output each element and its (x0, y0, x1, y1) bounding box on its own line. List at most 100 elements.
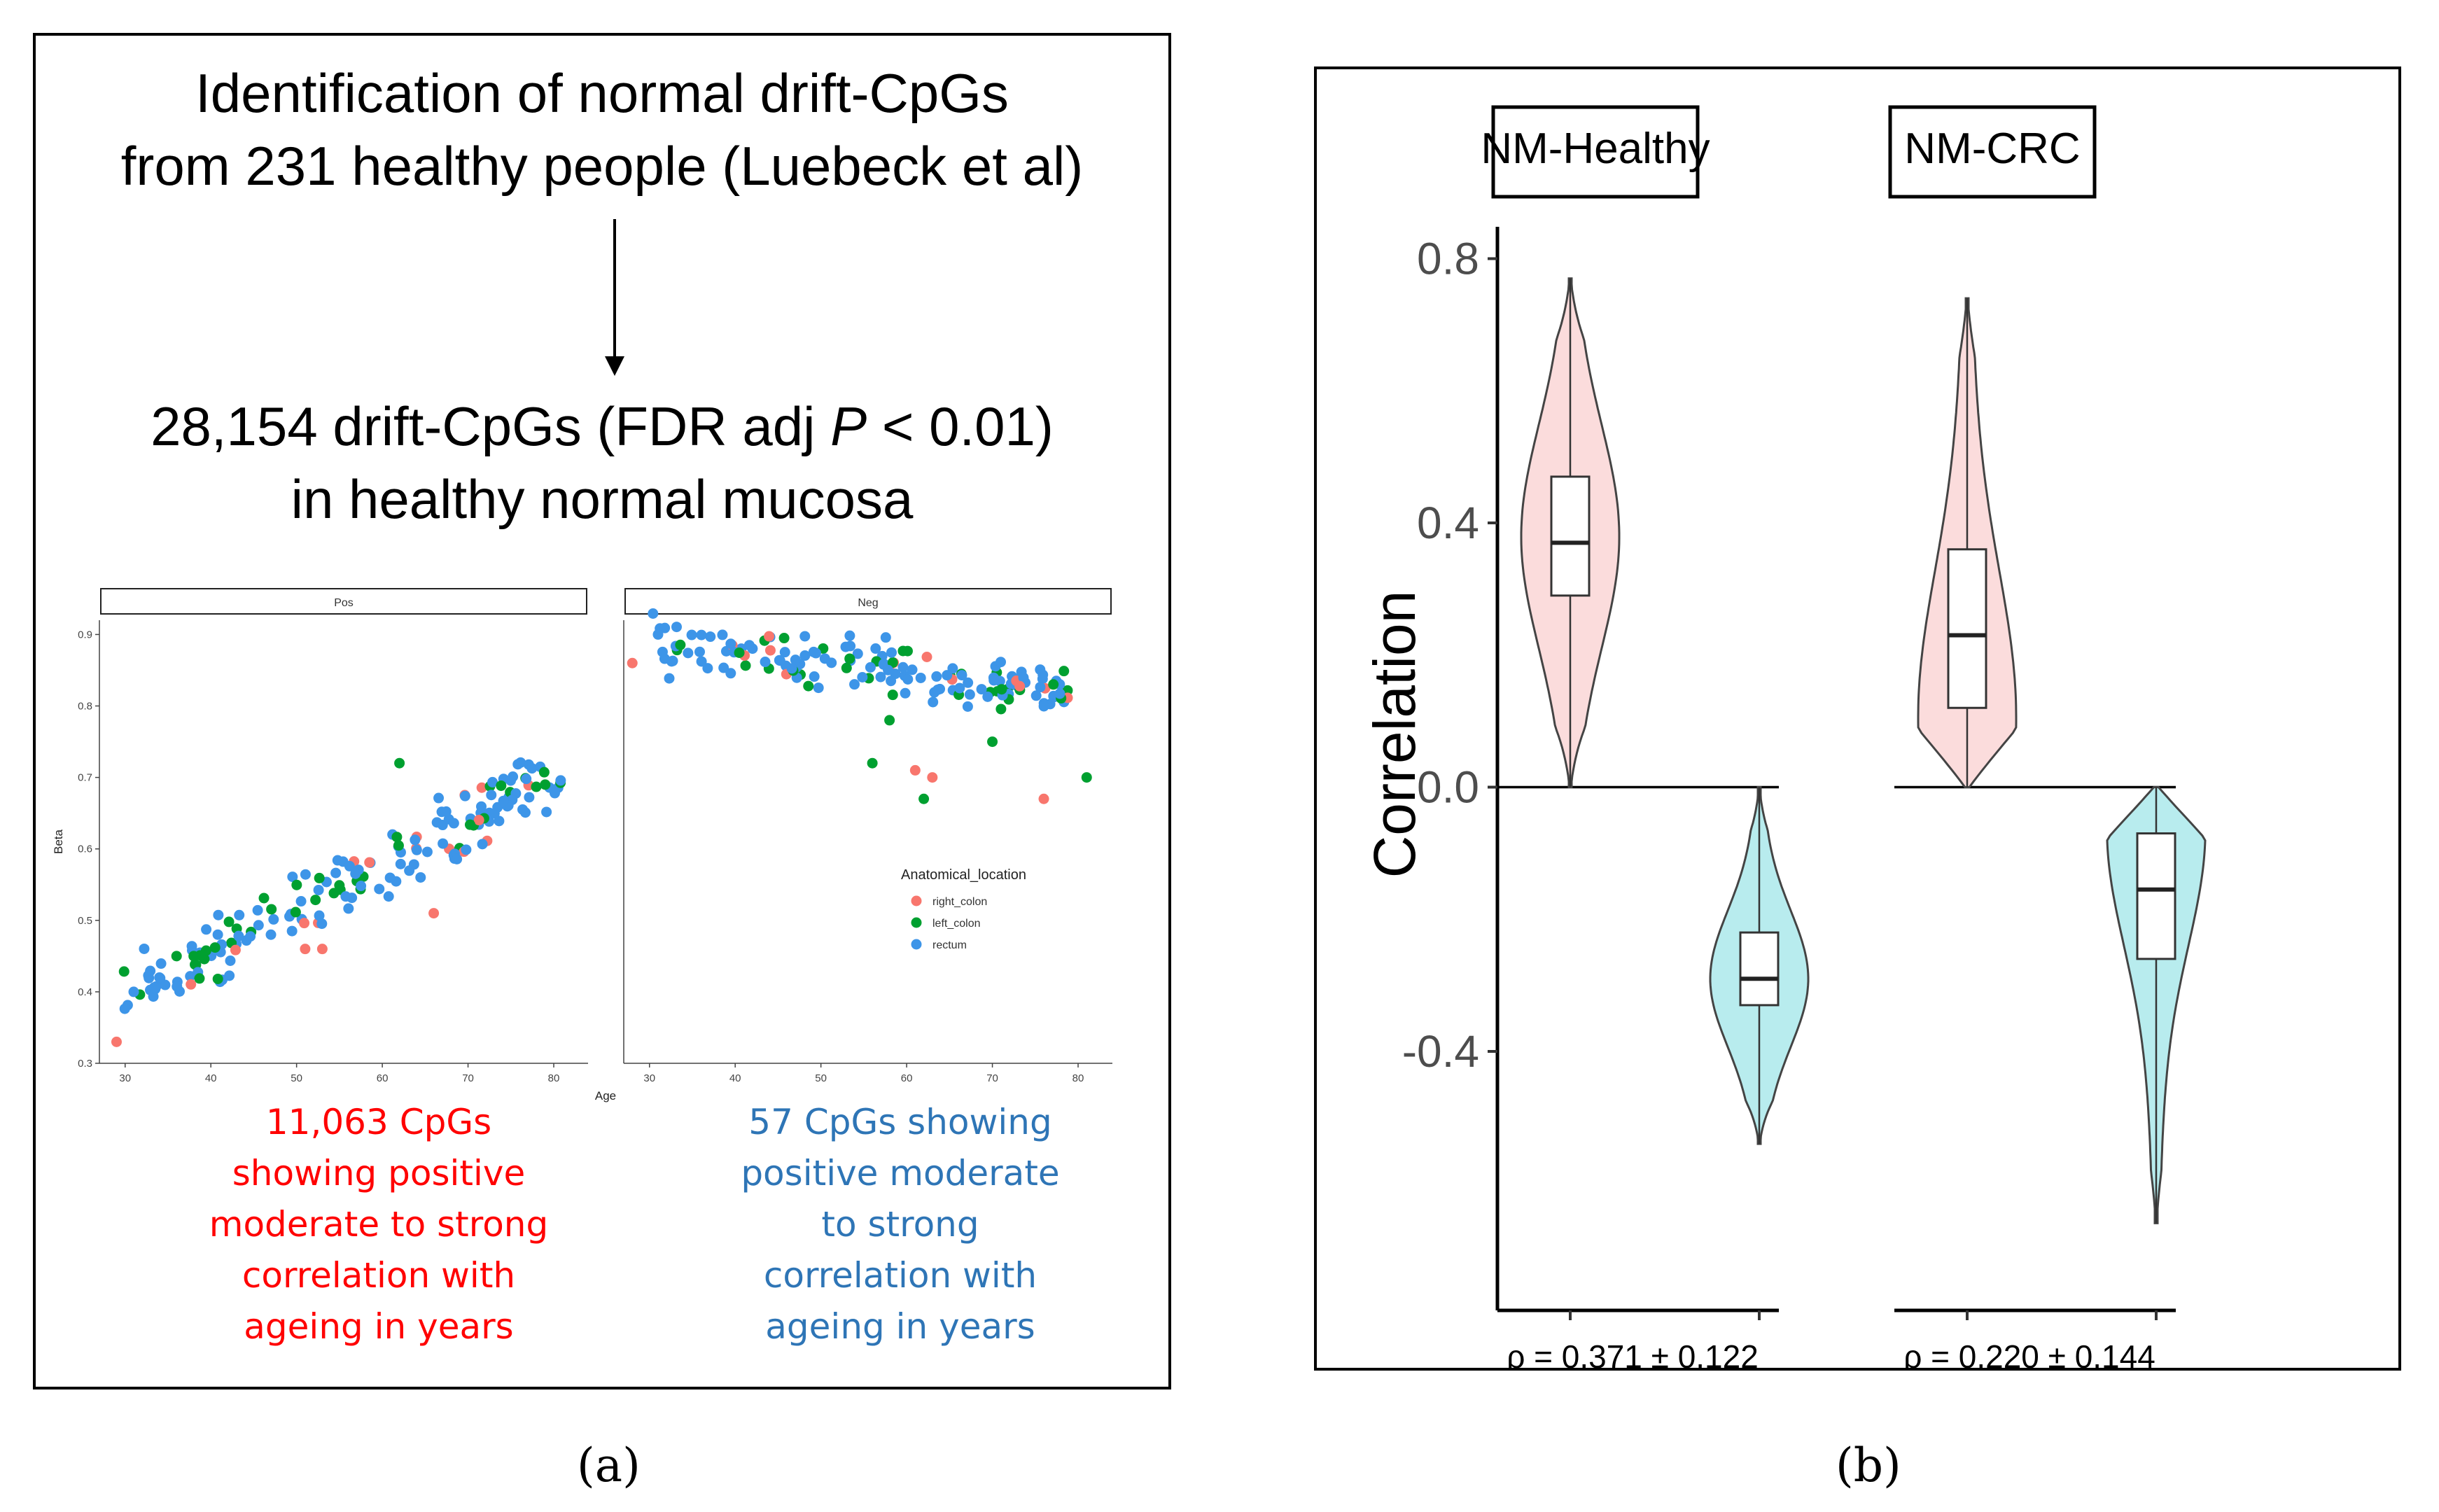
y-tick-label: 0.9 (78, 629, 92, 640)
scatter-point (410, 834, 421, 846)
scatter-point (498, 795, 509, 806)
scatter-point (245, 931, 256, 942)
scatter-point (813, 682, 824, 694)
scatter-point (659, 622, 671, 634)
y-tick-label: 0.8 (1417, 234, 1479, 284)
caption-positive-line: ageing in years (244, 1306, 514, 1347)
scatter-point (809, 671, 820, 682)
scatter-point (902, 645, 913, 657)
caption-positive-line: showing positive (232, 1153, 526, 1194)
scatter-point (421, 846, 433, 858)
heading-line-1: Identification of normal drift-CpGs (195, 62, 1009, 124)
scatter-point (334, 880, 345, 891)
box-iqr (1550, 475, 1591, 597)
scatter-point (188, 951, 200, 962)
scatter-point (394, 757, 405, 769)
scatter-point (521, 774, 532, 785)
scatter-point (627, 657, 638, 668)
legend-swatch (911, 895, 922, 906)
caption-positive-line: correlation with (242, 1255, 516, 1296)
y-tick-label: 0.7 (78, 772, 92, 784)
scatter-point (486, 790, 497, 801)
result-line-1-post: < 0.01) (867, 396, 1054, 457)
scatter-point (433, 792, 445, 804)
scatter-point (524, 792, 535, 803)
scatter-point (316, 944, 328, 955)
scatter-point (764, 645, 776, 656)
scatter-point (907, 664, 918, 676)
scatter-point (705, 631, 716, 643)
scatter-point (657, 646, 668, 657)
scatter-point (696, 629, 707, 640)
scatter-point (1018, 672, 1029, 683)
panel-a-label: (a) (577, 1438, 641, 1492)
legend-label: left_colon (932, 918, 981, 930)
facet-label: Neg (858, 597, 878, 609)
x-tick-label: 80 (1072, 1072, 1084, 1084)
scatter-point (291, 879, 302, 890)
result-line-1: 28,154 drift-CpGs (FDR adj P < 0.01) (36, 390, 1168, 463)
scatter-point (265, 929, 277, 940)
scatter-point (515, 757, 526, 768)
scatter-point (778, 633, 790, 644)
scatter-point (295, 896, 307, 907)
rho-annotation: ρ = 0.371 ± 0.122 (1507, 1338, 1759, 1368)
caption-positive-line: 11,063 CpGs (265, 1102, 492, 1142)
scatter-point (496, 780, 507, 791)
scatter-point (844, 653, 855, 664)
scatter-point (185, 971, 196, 982)
scatter-point (268, 913, 279, 925)
scatter-point (652, 629, 664, 640)
scatter-point (964, 689, 975, 700)
scatter-point (1038, 701, 1049, 712)
scatter-point (464, 819, 475, 830)
scatter-point (487, 776, 498, 788)
scatter-point (740, 660, 751, 671)
scatter-point (1037, 669, 1049, 680)
scatter-point (476, 801, 487, 812)
scatter-point (921, 651, 932, 662)
scatter-point (995, 704, 1007, 715)
caption-positive-line: moderate to strong (209, 1204, 549, 1245)
scatter-point (234, 909, 245, 920)
scatter-point (233, 930, 244, 941)
rho-annotation: ρ = 0.220 ± 0.144 (1903, 1338, 2155, 1368)
box-iqr (2136, 832, 2176, 960)
scatter-point (995, 657, 1007, 668)
scatter-point (702, 663, 713, 674)
caption-negative-line: ageing in years (765, 1306, 1035, 1347)
scatter-point (300, 869, 311, 880)
scatter-point (448, 818, 459, 829)
scatter-point (526, 763, 538, 774)
scatter-point (734, 648, 745, 659)
scatter-point (266, 904, 277, 915)
facet-strip (1888, 105, 2097, 199)
scatter-point (313, 884, 324, 895)
scatter-point (666, 656, 677, 667)
facet-strip (624, 588, 1112, 615)
scatter-point (517, 804, 529, 815)
y-tick-label: 0.4 (1417, 498, 1479, 548)
scatter-point (549, 788, 560, 799)
scatter-point (725, 638, 736, 650)
scatter-point (538, 766, 550, 778)
caption-negative-line: 57 CpGs showing (748, 1102, 1052, 1142)
scatter-point (212, 973, 223, 984)
scatter-point (384, 872, 396, 883)
x-tick-label: 40 (205, 1072, 217, 1084)
scatter-point (531, 781, 542, 792)
scatter-point (886, 647, 897, 658)
scatter-point (915, 672, 926, 683)
scatter-point (374, 883, 385, 895)
scatter-point (648, 608, 659, 619)
scatter-point (200, 945, 211, 956)
scatter-point (918, 793, 930, 804)
panel-b: NM-Healthy NM-CRC -0.4 0.0 0.4 0.8 Correlation… (1314, 66, 2401, 1371)
scatter-point (230, 944, 241, 955)
scatter-point (290, 906, 301, 918)
scatter-point (340, 891, 351, 902)
scatter-point (931, 671, 942, 682)
scatter-point (148, 982, 160, 993)
scatter-point (799, 650, 811, 662)
scatter-point (857, 671, 868, 682)
